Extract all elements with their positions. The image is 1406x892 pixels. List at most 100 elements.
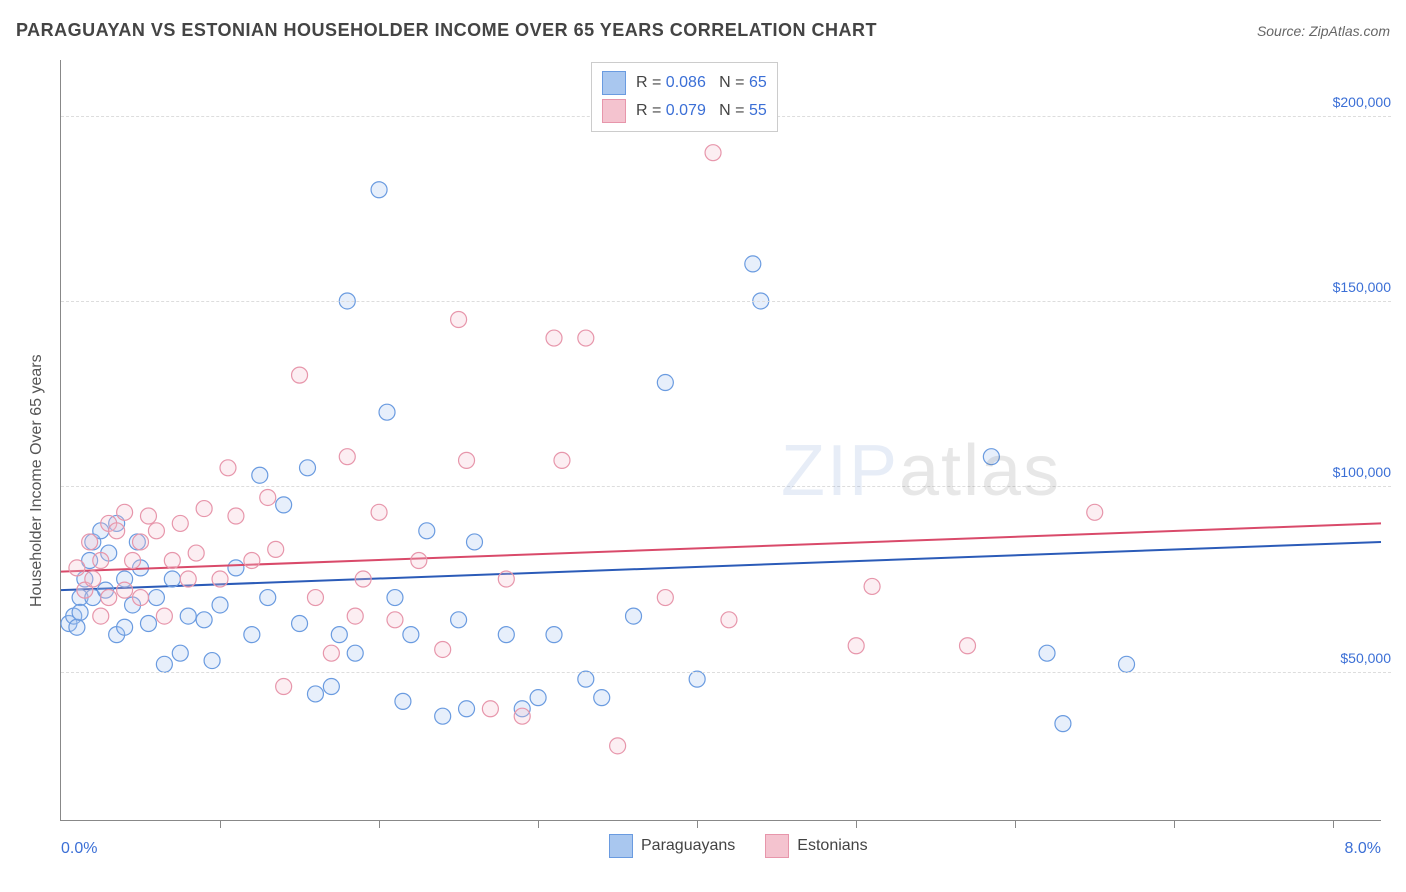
data-point: [188, 545, 204, 561]
x-tick: [538, 820, 539, 828]
data-point: [133, 590, 149, 606]
data-point: [459, 701, 475, 717]
data-point: [403, 627, 419, 643]
data-point: [164, 552, 180, 568]
series-swatch: [765, 834, 789, 858]
data-point: [220, 460, 236, 476]
plot-area: ZIPatlas $50,000$100,000$150,000$200,000…: [60, 60, 1381, 821]
y-tick-label: $100,000: [1333, 464, 1391, 480]
gridline: [61, 672, 1391, 673]
stats-text: R = 0.086 N = 65: [636, 74, 767, 92]
x-max-label: 8.0%: [1345, 840, 1381, 858]
data-point: [307, 590, 323, 606]
data-point: [395, 693, 411, 709]
data-point: [93, 608, 109, 624]
data-point: [85, 571, 101, 587]
data-point: [578, 671, 594, 687]
x-min-label: 0.0%: [61, 840, 97, 858]
data-point: [93, 552, 109, 568]
data-point: [117, 504, 133, 520]
data-point: [419, 523, 435, 539]
data-point: [180, 608, 196, 624]
chart-title: PARAGUAYAN VS ESTONIAN HOUSEHOLDER INCOM…: [16, 20, 877, 41]
data-point: [578, 330, 594, 346]
data-point: [848, 638, 864, 654]
data-point: [212, 597, 228, 613]
data-point: [347, 645, 363, 661]
data-point: [307, 686, 323, 702]
data-point: [228, 508, 244, 524]
data-point: [610, 738, 626, 754]
legend-item: Estonians: [765, 834, 867, 858]
data-point: [228, 560, 244, 576]
data-point: [156, 608, 172, 624]
data-point: [960, 638, 976, 654]
data-point: [276, 497, 292, 513]
series-swatch: [602, 99, 626, 123]
data-point: [546, 330, 562, 346]
data-point: [276, 679, 292, 695]
data-point: [379, 404, 395, 420]
scatter-chart: [61, 60, 1381, 820]
data-point: [260, 590, 276, 606]
data-point: [148, 590, 164, 606]
data-point: [657, 590, 673, 606]
data-point: [101, 590, 117, 606]
series-swatch: [609, 834, 633, 858]
data-point: [117, 619, 133, 635]
title-bar: PARAGUAYAN VS ESTONIAN HOUSEHOLDER INCOM…: [16, 20, 1390, 41]
data-point: [546, 627, 562, 643]
legend-label: Paraguayans: [641, 837, 735, 855]
gridline: [61, 301, 1391, 302]
data-point: [466, 534, 482, 550]
data-point: [451, 312, 467, 328]
data-point: [125, 552, 141, 568]
data-point: [1119, 656, 1135, 672]
data-point: [745, 256, 761, 272]
data-point: [435, 708, 451, 724]
data-point: [626, 608, 642, 624]
data-point: [164, 571, 180, 587]
data-point: [721, 612, 737, 628]
data-point: [196, 612, 212, 628]
data-point: [387, 612, 403, 628]
data-point: [252, 467, 268, 483]
data-point: [498, 627, 514, 643]
data-point: [347, 608, 363, 624]
data-point: [180, 571, 196, 587]
data-point: [371, 182, 387, 198]
data-point: [156, 656, 172, 672]
x-tick: [1333, 820, 1334, 828]
stats-row: R = 0.086 N = 65: [602, 69, 767, 97]
data-point: [657, 375, 673, 391]
data-point: [371, 504, 387, 520]
x-tick: [856, 820, 857, 828]
data-point: [133, 534, 149, 550]
data-point: [109, 523, 125, 539]
source-attribution: Source: ZipAtlas.com: [1257, 23, 1390, 39]
y-axis-title: Householder Income Over 65 years: [28, 355, 46, 608]
gridline: [61, 486, 1391, 487]
data-point: [260, 489, 276, 505]
data-point: [172, 645, 188, 661]
data-point: [387, 590, 403, 606]
legend-item: Paraguayans: [609, 834, 735, 858]
data-point: [148, 523, 164, 539]
data-point: [140, 616, 156, 632]
data-point: [82, 534, 98, 550]
data-point: [244, 552, 260, 568]
data-point: [355, 571, 371, 587]
x-tick: [1174, 820, 1175, 828]
data-point: [594, 690, 610, 706]
data-point: [212, 571, 228, 587]
data-point: [1087, 504, 1103, 520]
data-point: [323, 645, 339, 661]
data-point: [72, 604, 88, 620]
correlation-stats-legend: R = 0.086 N = 65R = 0.079 N = 55: [591, 62, 778, 132]
trend-line: [61, 542, 1381, 590]
data-point: [514, 708, 530, 724]
x-tick: [1015, 820, 1016, 828]
data-point: [983, 449, 999, 465]
legend-label: Estonians: [797, 837, 867, 855]
data-point: [244, 627, 260, 643]
